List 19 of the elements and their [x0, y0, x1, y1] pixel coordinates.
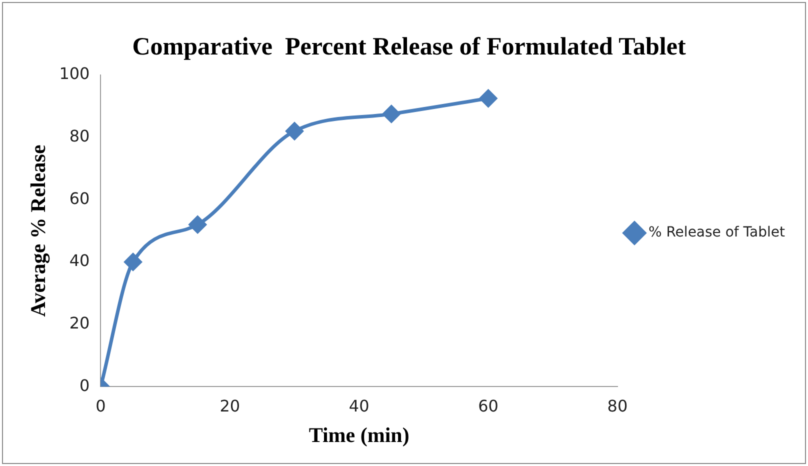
- y-tick-label: 80: [69, 126, 90, 146]
- x-tick-label: 40: [348, 396, 370, 416]
- point: [188, 216, 206, 234]
- y-tick-label: 60: [69, 188, 90, 208]
- chart-title: Comparative Percent Release of Formulated Tablet: [132, 33, 686, 60]
- x-tick-label: 20: [220, 396, 240, 416]
- y-axis-title: Average % Release: [26, 144, 50, 317]
- y-tick-label: 40: [69, 251, 90, 270]
- x-tick-label: 0: [96, 396, 106, 416]
- y-tick-label: 100: [59, 64, 90, 84]
- x-axis-title: Time (min): [308, 422, 410, 447]
- x-tick-label: 80: [607, 396, 628, 416]
- x-tick-label: 60: [478, 396, 498, 416]
- point: [286, 122, 304, 140]
- point: [382, 105, 400, 123]
- y-tick-label: 20: [69, 313, 90, 332]
- y-tick-label: 0: [80, 376, 90, 395]
- legend-label: % Release of Tablet: [648, 224, 786, 241]
- point: [480, 90, 498, 108]
